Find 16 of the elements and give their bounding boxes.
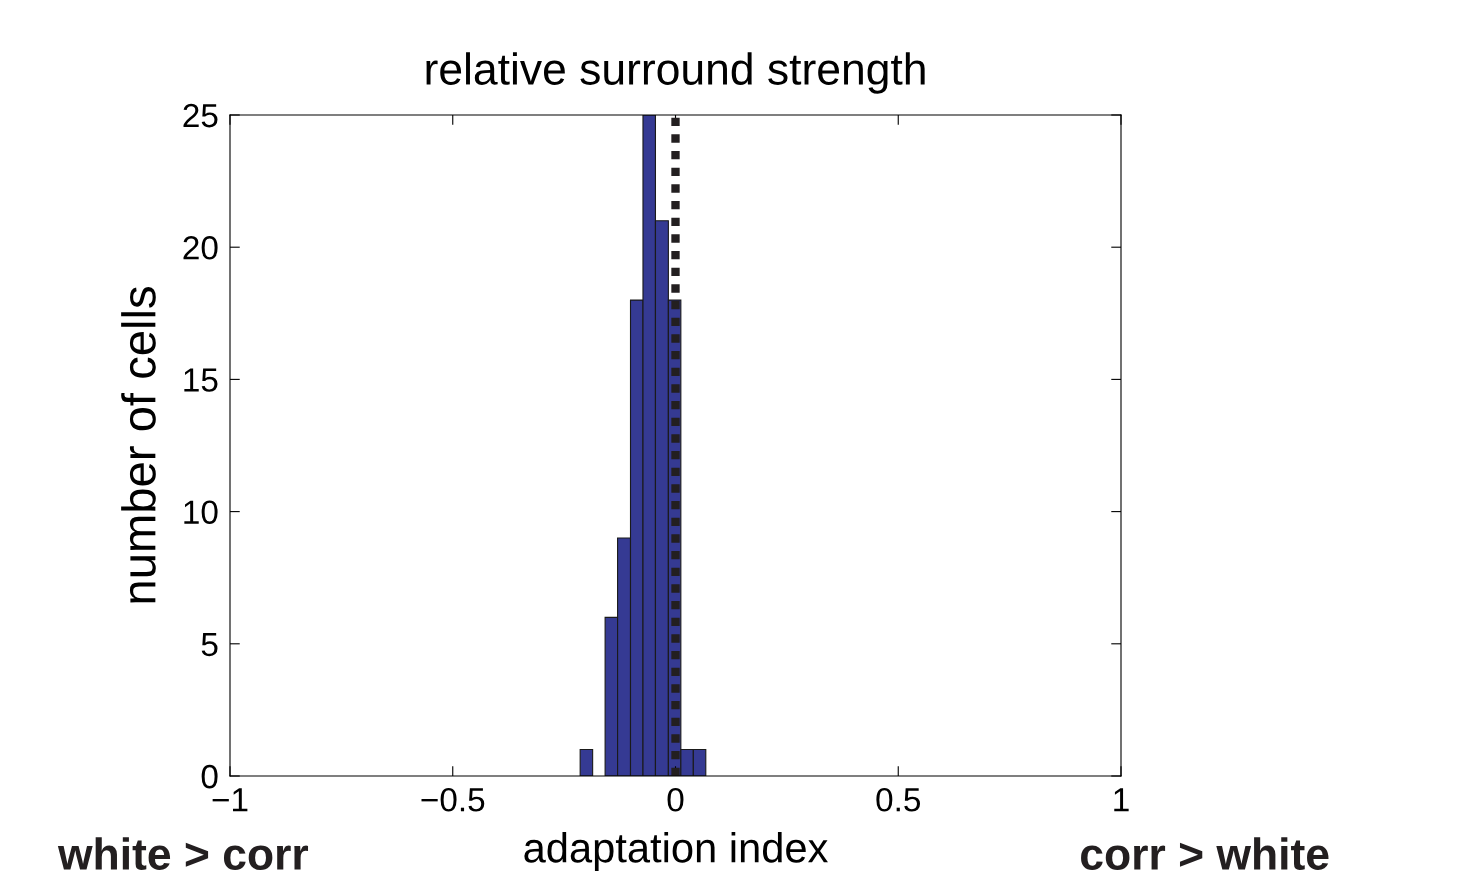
text: corr > white [1081, 837, 1329, 870]
chart-title: relative surround strength [426, 52, 925, 94]
y-tick-label: 5 [201, 632, 218, 657]
y-tick-label: 15 [184, 368, 218, 392]
y-tick-label: 20 [183, 236, 218, 260]
y-tick-label: 0 [201, 764, 218, 789]
x-axis-title: adaptation index [524, 832, 828, 871]
y-axis-title: number of cells [121, 287, 156, 603]
text: white > corr [57, 837, 309, 870]
x-tick-label: 0 [667, 787, 684, 812]
y-tick-label: 10 [184, 500, 218, 525]
x-tick-label: 1 [1114, 788, 1129, 812]
x-tick-label: −0.5 [421, 787, 485, 812]
x-tick-label: −1 [212, 788, 248, 812]
x-tick-label: 0.5 [876, 787, 921, 812]
y-tick-label: 25 [183, 103, 218, 128]
